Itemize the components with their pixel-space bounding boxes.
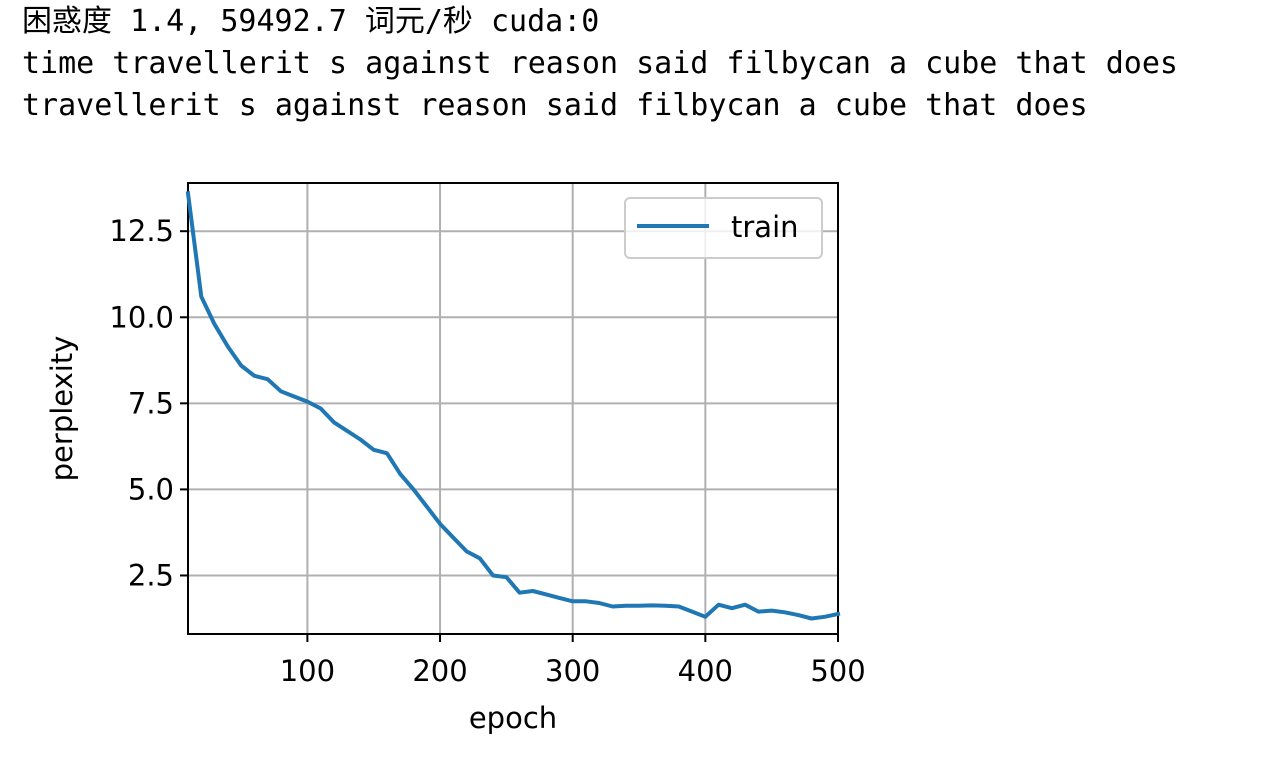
y-axis-label: perplexity — [45, 336, 79, 482]
output-status-line: 困惑度 1.4, 59492.7 词元/秒 cuda:0 — [22, 4, 600, 39]
legend-box — [624, 197, 823, 259]
series-layer — [185, 191, 841, 621]
x-tick-label: 500 — [810, 654, 865, 688]
y-tick-label: 5.0 — [128, 472, 174, 506]
series-line-train — [185, 191, 841, 621]
output-prediction-line: time travellerit s against reason said f… — [22, 46, 1178, 81]
x-tick-label: 300 — [545, 654, 600, 688]
legend: train — [624, 197, 823, 259]
x-tick-label: 100 — [280, 654, 335, 688]
y-tick-label: 2.5 — [128, 558, 174, 592]
x-tick-label: 200 — [412, 654, 467, 688]
y-tick-label: 10.0 — [109, 300, 174, 334]
y-tick-label: 12.5 — [109, 214, 174, 248]
plot-frame — [187, 182, 839, 635]
axis-ticks: 100 200 300 400 500 2.5 5.0 7.5 10.0 12.5 — [109, 214, 865, 688]
output-prediction-line: travellerit s against reason said filbyc… — [22, 88, 1088, 123]
y-tick-label: 7.5 — [128, 386, 174, 420]
legend-label-train: train — [731, 210, 799, 244]
x-axis-label: epoch — [469, 701, 557, 735]
x-tick-label: 400 — [678, 654, 733, 688]
